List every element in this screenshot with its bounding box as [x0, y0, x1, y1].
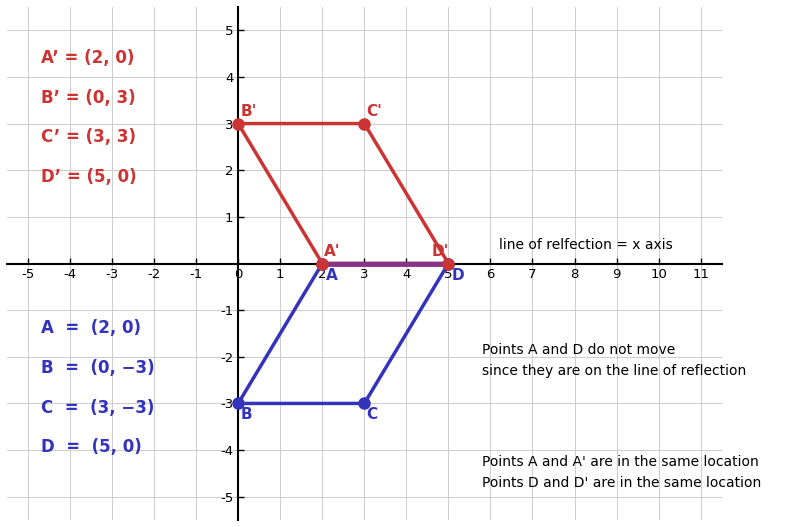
Text: B': B'	[240, 104, 257, 119]
Text: D': D'	[431, 244, 449, 259]
Text: C  =  (3, −3): C = (3, −3)	[41, 399, 154, 417]
Text: C’ = (3, 3): C’ = (3, 3)	[41, 128, 135, 146]
Text: D’ = (5, 0): D’ = (5, 0)	[41, 168, 136, 186]
Text: D: D	[452, 268, 464, 283]
Text: Points A and D do not move
since they are on the line of reflection: Points A and D do not move since they ar…	[482, 343, 746, 378]
Text: D  =  (5, 0): D = (5, 0)	[41, 438, 142, 456]
Text: A’ = (2, 0): A’ = (2, 0)	[41, 49, 134, 67]
Text: B  =  (0, −3): B = (0, −3)	[41, 359, 154, 377]
Text: A  =  (2, 0): A = (2, 0)	[41, 319, 141, 337]
Text: B’ = (0, 3): B’ = (0, 3)	[41, 89, 135, 106]
Text: A: A	[326, 268, 338, 283]
Text: B: B	[240, 407, 252, 422]
Text: A': A'	[324, 244, 341, 259]
Text: C: C	[366, 407, 378, 422]
Text: C': C'	[366, 104, 382, 119]
Text: Points A and A' are in the same location
Points D and D' are in the same locatio: Points A and A' are in the same location…	[482, 455, 762, 491]
Text: line of relfection = x axis: line of relfection = x axis	[499, 238, 673, 252]
